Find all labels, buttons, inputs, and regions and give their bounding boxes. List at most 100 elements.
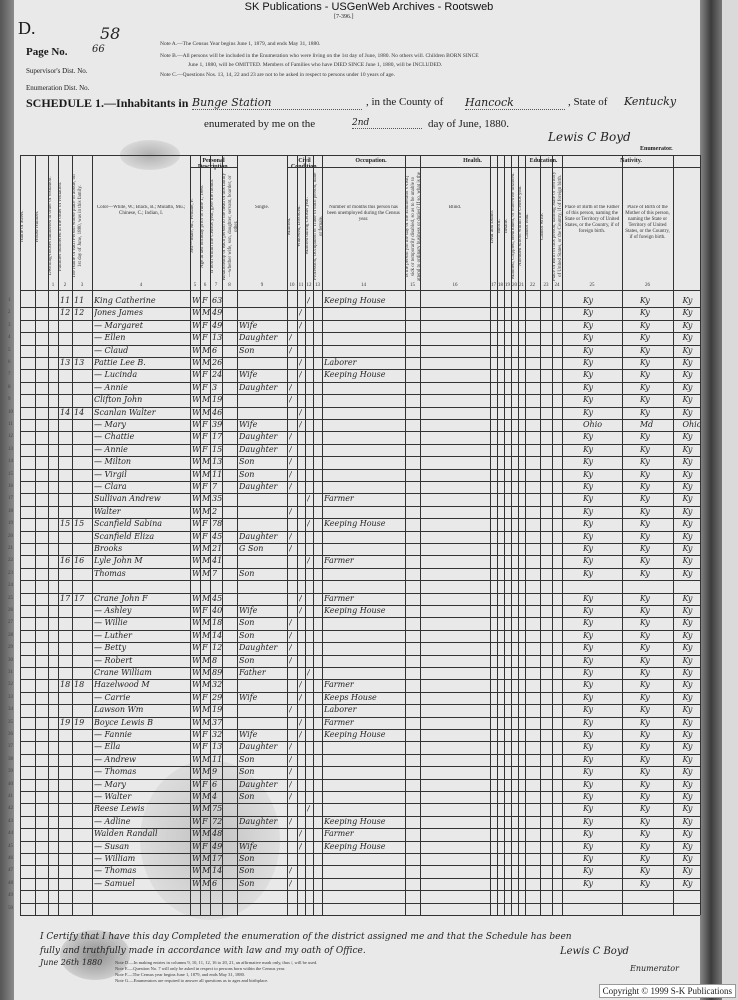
cell-color: W xyxy=(192,854,200,863)
column-rule xyxy=(72,155,74,915)
cell-rel: Son xyxy=(239,568,255,578)
cell-fbp: Ky xyxy=(639,556,650,566)
cell-fbp: Ky xyxy=(639,692,650,702)
cell-sex: M xyxy=(202,407,210,417)
row-number: 17 xyxy=(8,496,13,502)
cell-color: W xyxy=(192,866,200,876)
cell-sex: M xyxy=(202,668,210,677)
cell-color: W xyxy=(192,742,200,752)
row-number: 21 xyxy=(8,546,13,551)
cell-bp: Ky xyxy=(583,878,593,888)
cell-sex: M xyxy=(202,457,210,467)
group-rule xyxy=(287,167,322,168)
cell-occ: Laborer xyxy=(324,705,357,715)
column-header: Sex—Male, M.; Female, F. xyxy=(190,198,195,254)
cell-age: 48 xyxy=(212,829,222,839)
cell-sex: M xyxy=(202,804,210,814)
cell-fbp: Ky xyxy=(639,544,650,553)
column-number: 10 xyxy=(289,283,295,288)
column-rule xyxy=(518,155,519,915)
cell-name: — Adline xyxy=(94,816,131,826)
cell-fbp: Ky xyxy=(639,717,650,727)
note-a: Note A.—The Census Year begins June 1, 1… xyxy=(160,41,321,47)
cell-fbp: Ky xyxy=(639,308,650,318)
cell-bp: Ky xyxy=(583,345,593,355)
column-header: Blind. xyxy=(448,205,462,210)
cell-mbp: Ky xyxy=(682,444,693,454)
cell-name: — Fannie xyxy=(94,730,132,739)
cell-fbp: Ky xyxy=(639,804,650,814)
column-number: 4 xyxy=(139,283,143,288)
cell-fbp: Ky xyxy=(639,829,650,839)
civil-condition-tick: / xyxy=(289,866,292,876)
cell-name: — Ellen xyxy=(94,333,126,343)
row-number: 16 xyxy=(8,484,13,489)
cell-age: 15 xyxy=(212,444,222,454)
cell-age: 11 xyxy=(212,754,222,764)
row-number: 29 xyxy=(8,645,13,651)
cell-name: — Samuel xyxy=(94,878,135,888)
cell-age: 6 xyxy=(212,779,218,789)
certification-signature: Lewis C Boyd xyxy=(560,946,629,957)
cell-bp: Ky xyxy=(583,705,593,715)
cell-age: 26 xyxy=(212,358,222,367)
cell-fbp: Ky xyxy=(639,816,650,826)
cell-rel: Daughter xyxy=(239,482,278,491)
page-no-value: 66 xyxy=(92,44,105,55)
column-header: Name of Street. xyxy=(20,210,25,242)
cell-mbp: Ky xyxy=(682,705,693,715)
row-number: 2 xyxy=(8,310,11,316)
cell-age: 13 xyxy=(212,742,222,752)
column-number: 20 xyxy=(512,283,517,288)
cell-age: 63 xyxy=(212,296,222,305)
row-rule xyxy=(20,307,700,309)
row-number: 45 xyxy=(8,843,13,849)
cell-sex: M xyxy=(202,618,210,628)
column-group-header: Nativity. xyxy=(620,158,642,164)
month-label: day of June, 1880. xyxy=(428,118,509,130)
cell-sex: M xyxy=(202,854,210,863)
cell-sex: F xyxy=(202,742,208,752)
cell-color: W xyxy=(192,779,200,789)
column-rule xyxy=(497,155,498,915)
cell-fbp: Ky xyxy=(639,730,650,739)
cell-age: 40 xyxy=(212,606,222,615)
civil-condition-tick: / xyxy=(289,878,292,888)
row-number: 14 xyxy=(8,459,13,465)
cell-occ: Keeps House xyxy=(324,692,377,702)
cell-bp: Ky xyxy=(583,333,593,343)
cell-sex: F xyxy=(202,333,208,343)
row-number: 43 xyxy=(8,818,13,824)
footnote: Note D.—In making entries in columns 9, … xyxy=(115,960,318,965)
cell-mbp: Ky xyxy=(682,531,693,541)
cell-color: W xyxy=(192,333,200,343)
column-number: 21 xyxy=(519,283,524,288)
note-b-continued: June 1, 1880, will be OMITTED. Members o… xyxy=(188,62,443,68)
cell-fbp: Ky xyxy=(639,792,650,801)
cell-color: W xyxy=(192,482,200,491)
cell-fbp: Ky xyxy=(639,618,650,628)
cell-name: Scanfield Eliza xyxy=(94,531,155,541)
cell-occ: Farmer xyxy=(324,680,354,690)
cell-mbp: Ky xyxy=(682,854,693,863)
cell-age: 19 xyxy=(212,705,222,715)
cell-name: Walden Randall xyxy=(94,829,158,839)
row-number: 15 xyxy=(8,471,13,477)
cell-sex: M xyxy=(202,878,210,888)
cell-fbp: Ky xyxy=(639,494,650,504)
column-number: 22 xyxy=(530,283,535,288)
cell-name: — Clara xyxy=(94,482,127,491)
column-rule xyxy=(313,155,314,915)
column-rule xyxy=(48,155,49,915)
cell-age: 45 xyxy=(212,531,222,541)
civil-condition-tick: / xyxy=(289,382,292,392)
cell-dw: 15 xyxy=(60,519,71,529)
civil-condition-tick: / xyxy=(307,668,310,677)
cell-name: — Luther xyxy=(94,630,132,640)
column-header: House Number. xyxy=(35,210,40,242)
cell-mbp: Ky xyxy=(682,792,693,801)
civil-condition-tick: / xyxy=(289,469,292,479)
cell-name: — Andrew xyxy=(94,754,136,764)
cell-name: — Mary xyxy=(94,779,126,789)
cell-color: W xyxy=(192,432,200,442)
